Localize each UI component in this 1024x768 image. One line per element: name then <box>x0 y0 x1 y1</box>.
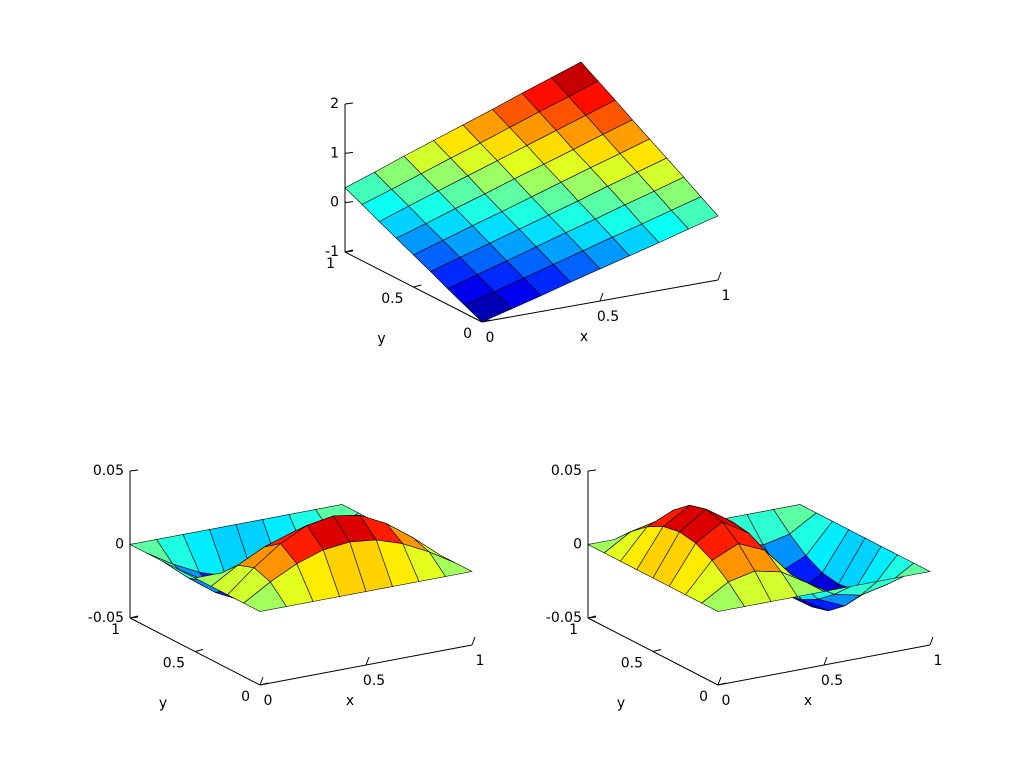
x-tick <box>823 656 828 666</box>
y-tick-label: 0 <box>463 326 472 342</box>
x-tick <box>599 292 604 302</box>
x-tick-label: 0 <box>722 693 731 709</box>
y-axis-label: y <box>617 696 625 712</box>
surface-patch <box>701 581 745 612</box>
y-tick <box>717 682 727 686</box>
z-tick <box>344 102 354 105</box>
x-tick-label: 0.5 <box>363 673 385 689</box>
x-tick-label: 1 <box>476 653 485 669</box>
y-tick-label: 0.5 <box>621 656 643 672</box>
x-axis-label: x <box>804 693 812 709</box>
x-tick-label: 0 <box>264 693 273 709</box>
z-tick-label: -0.05 <box>88 610 124 626</box>
y-tick-label: 1 <box>326 256 335 272</box>
y-tick-label: 0 <box>699 689 708 705</box>
y-tick-label: 1 <box>569 622 578 638</box>
y-axis-label: y <box>377 331 385 347</box>
y-tick-label: 0 <box>241 689 250 705</box>
x-tick <box>717 271 722 281</box>
x-axis-label: x <box>346 693 354 709</box>
z-tick-label: 0 <box>330 195 339 211</box>
z-tick-label: 0.05 <box>551 463 582 479</box>
z-tick-label: 0 <box>573 537 582 553</box>
x-tick-label: 1 <box>934 653 943 669</box>
z-tick <box>129 469 139 472</box>
y-tick-label: 0.5 <box>163 656 185 672</box>
x-tick <box>259 676 264 686</box>
z-tick-label: 2 <box>330 96 339 112</box>
x-tick <box>365 656 370 666</box>
surface-patch <box>243 581 287 612</box>
z-tick-label: 0 <box>115 537 124 553</box>
z-tick-label: 0.05 <box>93 463 124 479</box>
x-tick-label: 0.5 <box>821 673 843 689</box>
z-tick <box>344 201 354 204</box>
z-tick <box>587 616 597 619</box>
x-tick-label: 0 <box>486 330 495 346</box>
z-tick <box>344 250 354 253</box>
surface-patch <box>464 291 513 323</box>
z-tick <box>344 151 354 154</box>
z-tick-label: -1 <box>325 244 339 260</box>
y-tick <box>259 682 269 686</box>
x-tick <box>471 636 476 646</box>
z-tick <box>129 616 139 619</box>
y-tick <box>194 649 204 652</box>
y-axis-label: y <box>159 696 167 712</box>
x-tick <box>717 676 722 686</box>
y-tick-label: 1 <box>111 622 120 638</box>
x-tick-label: 0.5 <box>597 309 619 325</box>
z-tick <box>587 469 597 472</box>
y-tick-label: 0.5 <box>381 291 403 307</box>
z-tick-label: 1 <box>330 145 339 161</box>
x-tick-label: 1 <box>722 288 731 304</box>
y-tick <box>652 649 662 652</box>
x-tick <box>929 636 934 646</box>
x-axis-label: x <box>580 329 588 345</box>
z-tick-label: -0.05 <box>546 610 582 626</box>
y-tick <box>413 284 422 288</box>
